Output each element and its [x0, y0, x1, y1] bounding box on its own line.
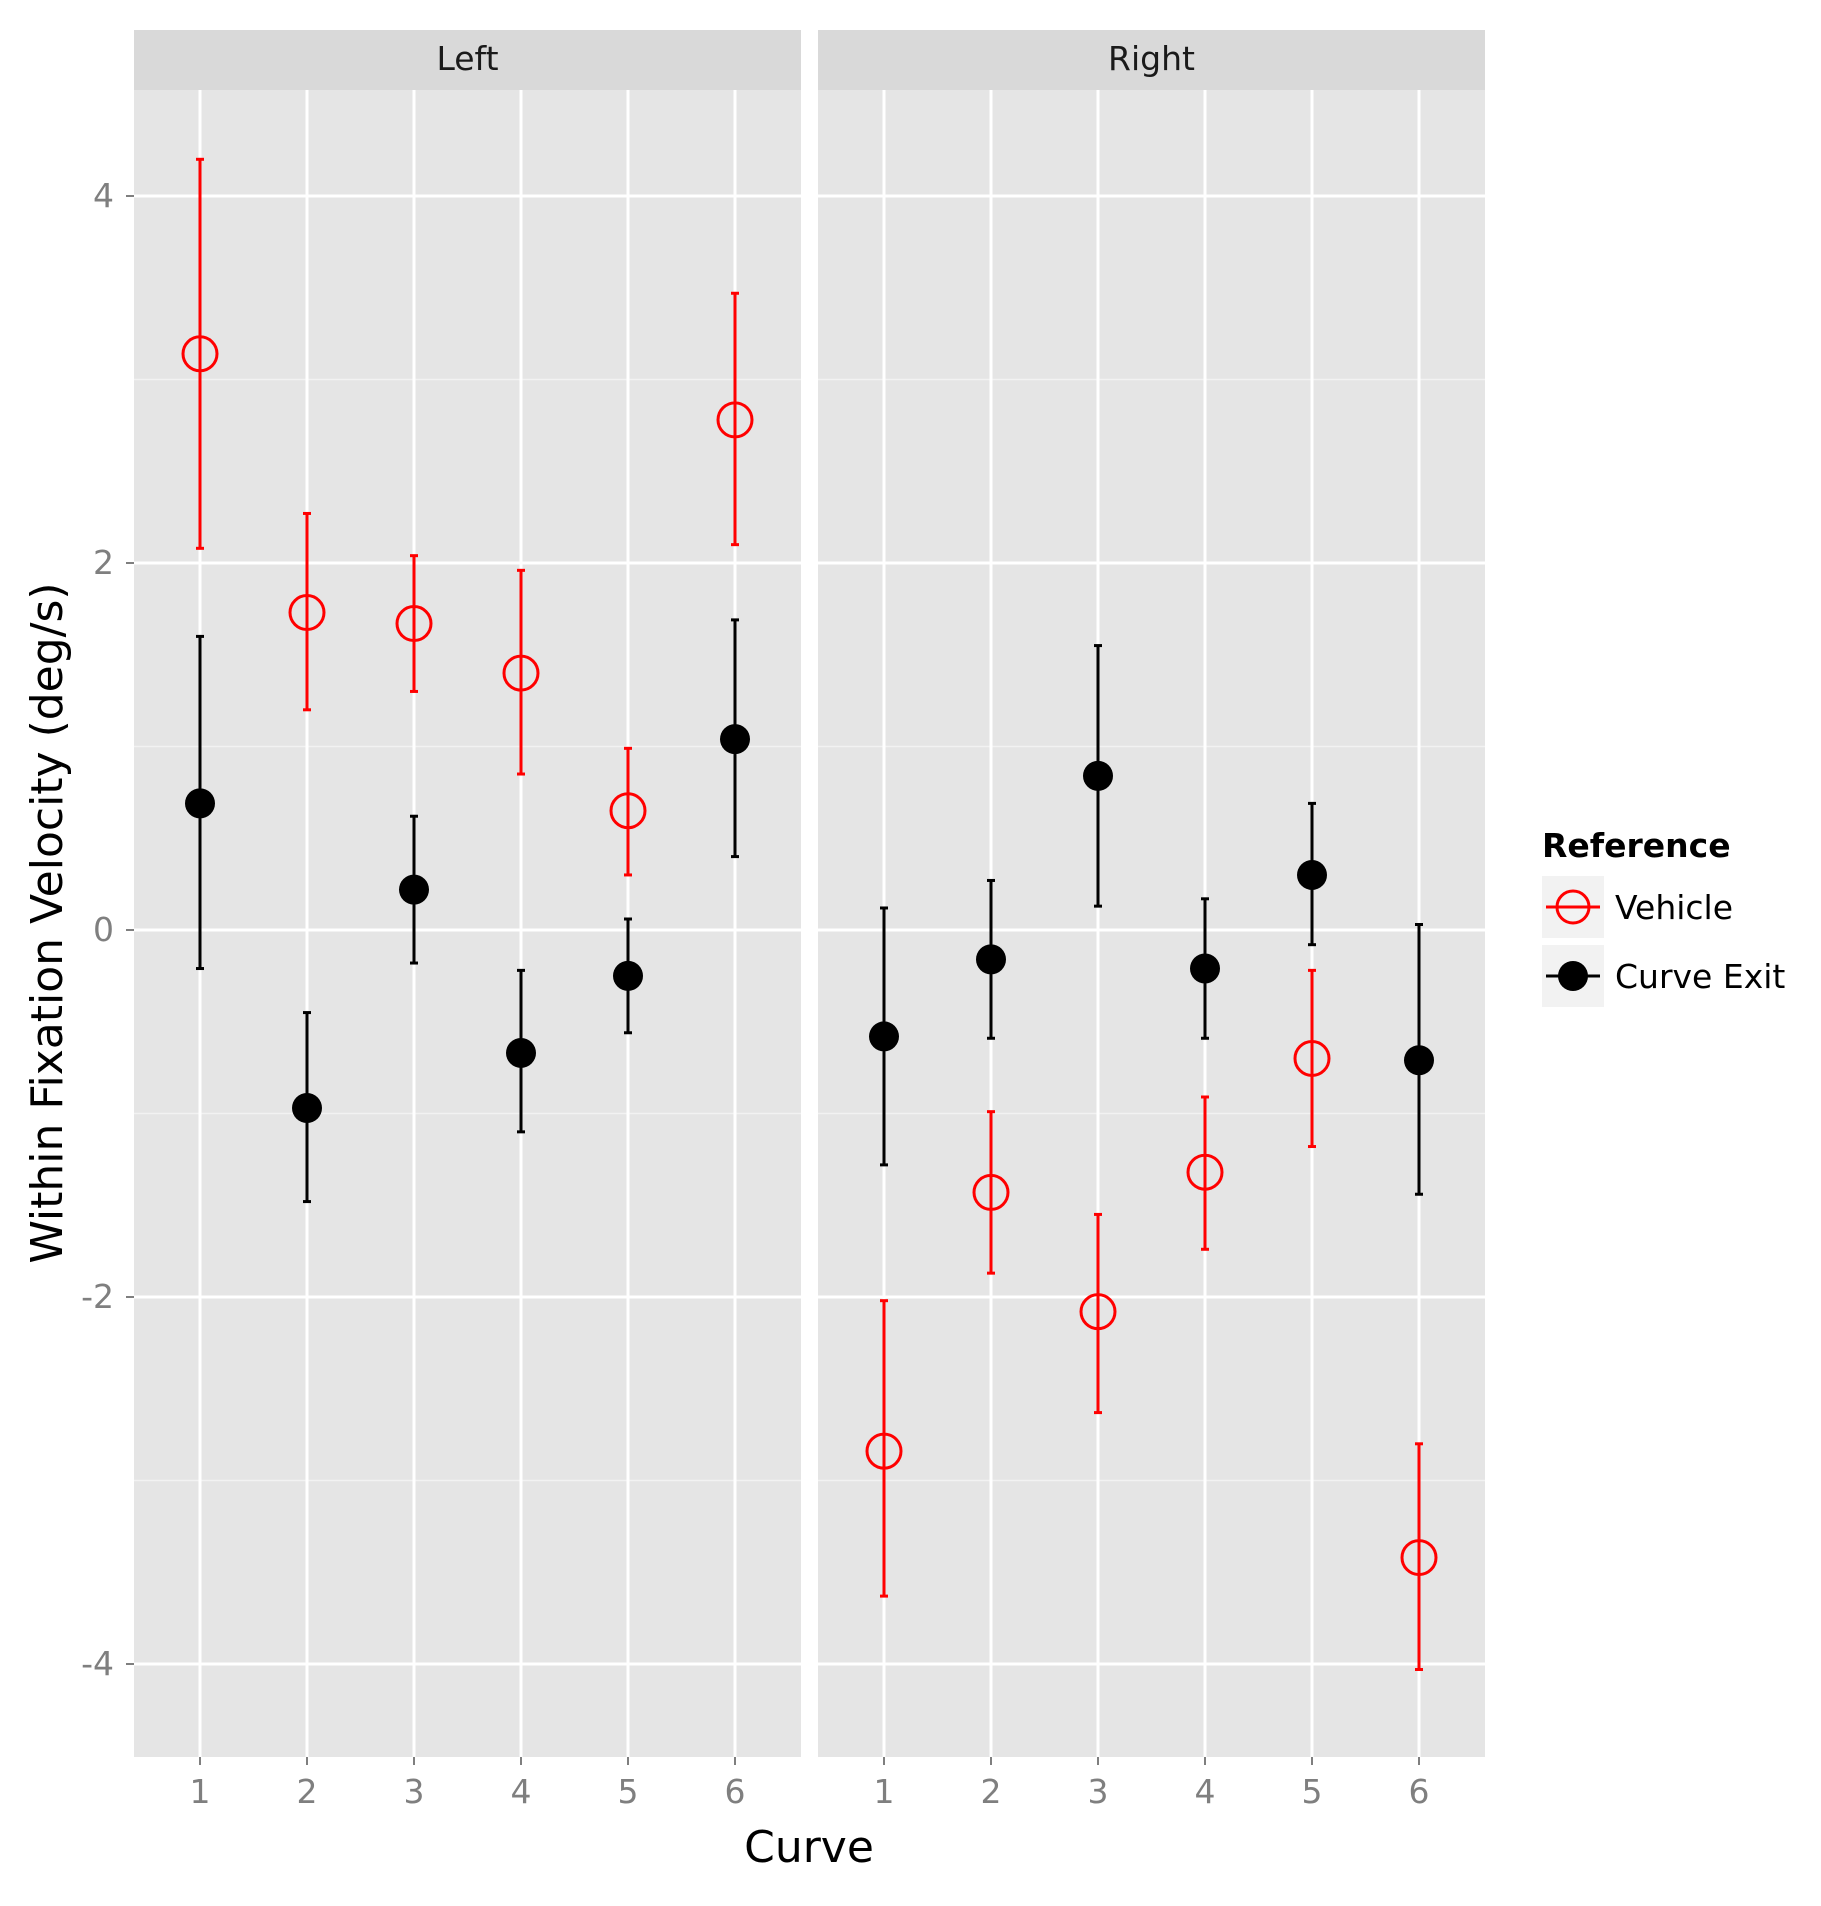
axis-ticks: -4 -2 0 2 4 1 2 3 4 5 6 1 2 3 4 5 6 [81, 176, 1429, 1811]
left-panel-strip-label: Left [436, 39, 498, 78]
x-axis-title: Curve [744, 1822, 874, 1873]
left-curve-exit-point [506, 1037, 536, 1068]
left-x-tick-label: 1 [190, 1772, 211, 1811]
left-curve-exit-point [399, 874, 429, 905]
y-axis-title: Within Fixation Velocity (deg/s) [22, 582, 73, 1263]
right-curve-exit-point [1190, 953, 1220, 984]
right-vehicle-point [1400, 1539, 1438, 1577]
left-x-tick-label: 2 [297, 1772, 318, 1811]
legend-key-vehicle-marker [1555, 889, 1591, 925]
left-curve-exit-point [292, 1092, 322, 1123]
left-vehicle-point [502, 654, 540, 692]
y-tick-label: 0 [93, 910, 114, 949]
right-vehicle-point [1186, 1153, 1224, 1191]
y-tick-label: -2 [81, 1277, 114, 1316]
right-vehicle-point [972, 1173, 1010, 1211]
right-x-tick-label: 3 [1088, 1772, 1109, 1811]
left-curve-exit-point [613, 960, 643, 991]
right-curve-exit-point [1404, 1045, 1434, 1076]
right-x-tick-label: 2 [981, 1772, 1002, 1811]
legend-label-vehicle: Vehicle [1615, 888, 1733, 927]
right-curve-exit-point [1083, 760, 1113, 791]
y-tick-label: -4 [81, 1644, 114, 1683]
left-x-tick-label: 6 [725, 1772, 746, 1811]
right-vehicle-point [865, 1432, 903, 1470]
left-x-tick-label: 4 [511, 1772, 532, 1811]
left-x-tick-label: 3 [404, 1772, 425, 1811]
left-vehicle-point [181, 335, 219, 373]
left-vehicle-point [716, 401, 754, 439]
left-x-tick-label: 5 [618, 1772, 639, 1811]
left-vehicle-point [609, 792, 647, 830]
left-panel-strip [134, 30, 801, 90]
left-vehicle-point [395, 605, 433, 643]
right-x-tick-label: 6 [1409, 1772, 1430, 1811]
right-panel-strip [818, 30, 1485, 90]
legend: Reference Vehicle Curve Exit [1542, 826, 1785, 1007]
y-tick-label: 2 [93, 543, 114, 582]
right-vehicle-point [1293, 1039, 1331, 1077]
legend-title: Reference [1542, 826, 1731, 865]
right-curve-exit-point [869, 1021, 899, 1052]
right-panel-strip-label: Right [1108, 39, 1195, 78]
right-x-tick-label: 4 [1195, 1772, 1216, 1811]
right-x-tick-label: 5 [1302, 1772, 1323, 1811]
right-x-tick-label: 1 [874, 1772, 895, 1811]
right-vehicle-point [1079, 1293, 1117, 1331]
y-tick-label: 4 [93, 176, 114, 215]
left-curve-exit-point [720, 724, 750, 755]
right-curve-exit-point [1297, 859, 1327, 890]
data-marks [181, 157, 1438, 1672]
left-panel-background [134, 90, 801, 1757]
legend-label-curve-exit: Curve Exit [1615, 957, 1785, 996]
right-panel-background [818, 90, 1485, 1757]
left-vehicle-point [288, 594, 326, 632]
right-curve-exit-point [976, 944, 1006, 975]
legend-key-curve-exit-marker [1558, 961, 1588, 991]
left-curve-exit-point [185, 788, 215, 819]
